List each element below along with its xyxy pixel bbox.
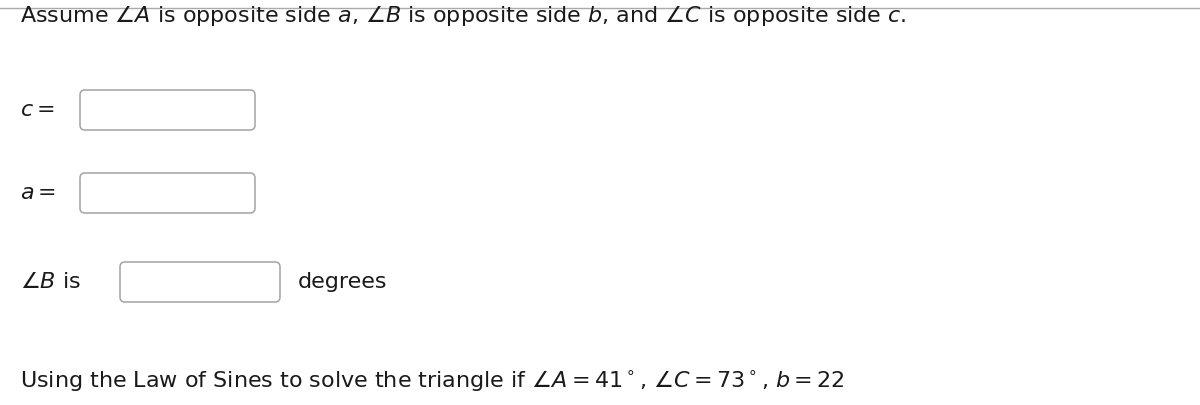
FancyBboxPatch shape — [120, 262, 280, 302]
Text: $\angle B$ is: $\angle B$ is — [20, 271, 80, 292]
Text: Using the Law of Sines to solve the triangle if $\angle A = 41^\circ$, $\angle C: Using the Law of Sines to solve the tria… — [20, 368, 845, 393]
FancyBboxPatch shape — [80, 90, 256, 130]
FancyBboxPatch shape — [80, 173, 256, 213]
Text: degrees: degrees — [298, 272, 388, 292]
Text: $a =$: $a =$ — [20, 183, 56, 203]
Text: Assume $\angle A$ is opposite side $a$, $\angle B$ is opposite side $b$, and $\a: Assume $\angle A$ is opposite side $a$, … — [20, 3, 906, 28]
Text: $c =$: $c =$ — [20, 100, 55, 120]
